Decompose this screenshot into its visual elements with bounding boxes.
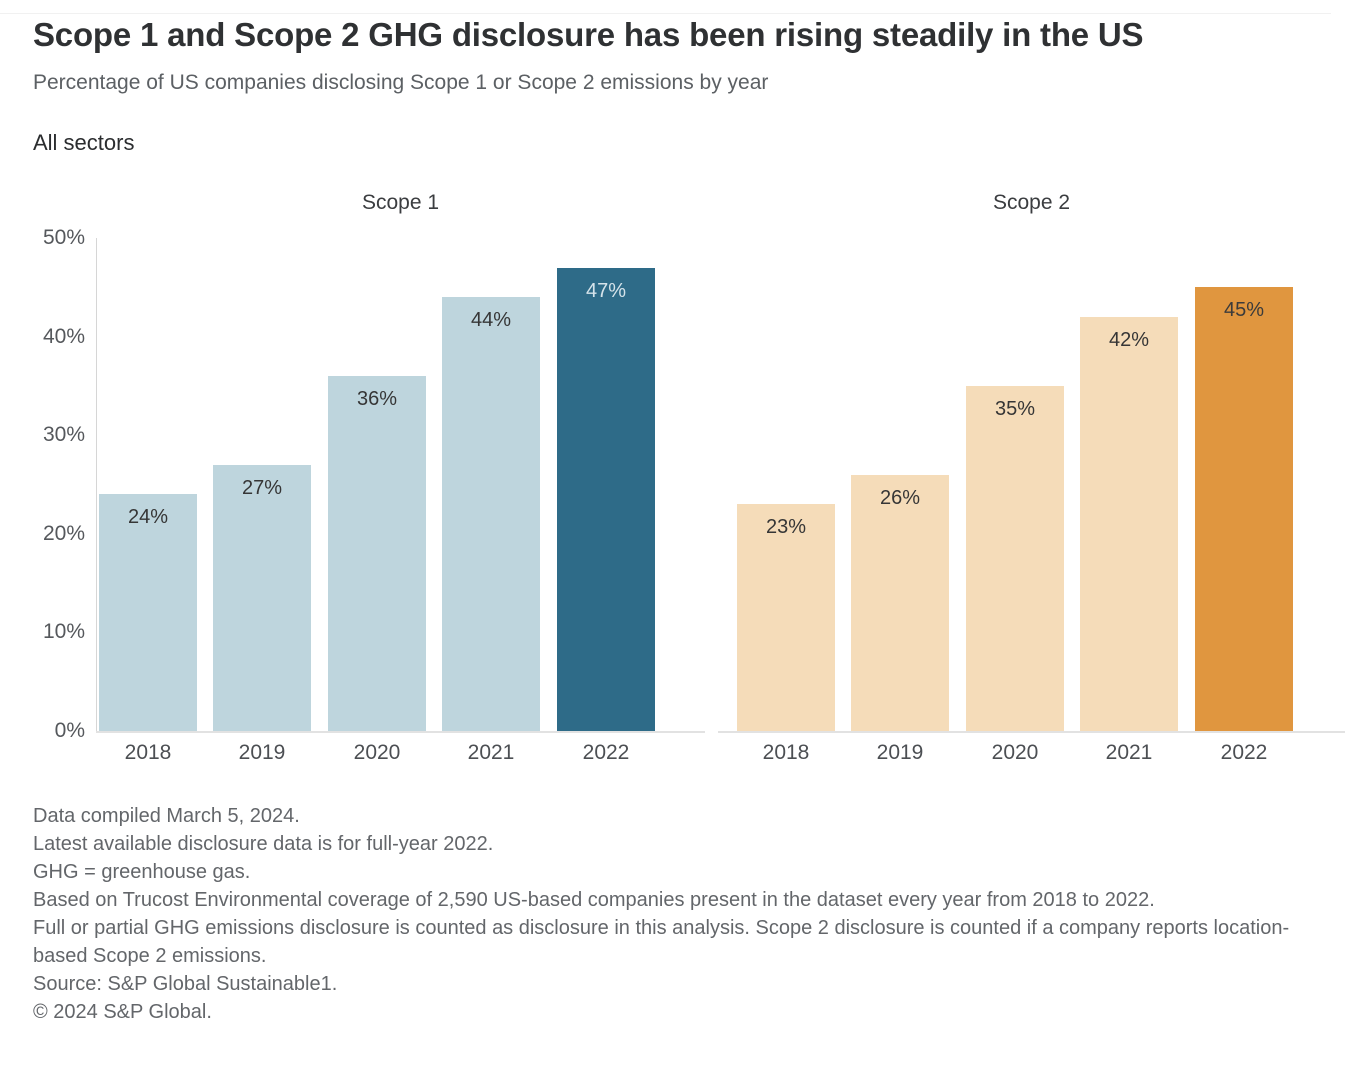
y-tick: 10% [42, 620, 85, 643]
scope1-plot-area: 24% 27% 36% 44% 47% [96, 238, 705, 733]
x-tick: 2018 [124, 741, 172, 764]
bar-value-label: 44% [470, 309, 512, 332]
bar-value-label: 27% [241, 476, 283, 499]
bar-value-label: 42% [1108, 328, 1150, 351]
x-tick: 2019 [238, 741, 286, 764]
bar-value-label: 47% [585, 279, 627, 302]
top-divider [0, 13, 1331, 14]
footnote-line: Data compiled March 5, 2024. [33, 805, 300, 827]
bar-scope2-2019[interactable]: 26% [851, 474, 949, 731]
bar-value-label: 35% [994, 397, 1036, 420]
x-tick: 2021 [467, 741, 515, 764]
bar-scope1-2020[interactable]: 36% [328, 376, 426, 731]
footnote-source-line: Source: S&P Global Sustainable1. [33, 973, 338, 995]
footnote-copyright-line: © 2024 S&P Global. [33, 1001, 212, 1023]
bar-scope1-2022-highlight[interactable]: 47% [557, 267, 655, 731]
scope2-x-axis: 2018 2019 2020 2021 2022 [718, 741, 1345, 769]
bar-value-label: 26% [879, 486, 921, 509]
page-subtitle: Percentage of US companies disclosing Sc… [33, 71, 769, 94]
bar-scope1-2019[interactable]: 27% [213, 464, 311, 731]
bar-scope2-2020[interactable]: 35% [966, 385, 1064, 731]
footnote-line: Full or partial GHG emissions disclosure… [33, 917, 1290, 967]
y-axis-line [96, 238, 97, 731]
page-title: Scope 1 and Scope 2 GHG disclosure has b… [33, 16, 1144, 53]
bar-value-label: 36% [356, 388, 398, 411]
y-tick: 30% [42, 423, 85, 446]
x-tick: 2018 [762, 741, 810, 764]
x-tick: 2019 [876, 741, 924, 764]
x-tick: 2022 [1220, 741, 1268, 764]
y-tick: 0% [54, 719, 85, 742]
y-tick: 40% [42, 325, 85, 348]
sector-filter-label: All sectors [33, 130, 135, 155]
x-tick: 2020 [353, 741, 401, 764]
y-tick: 20% [42, 522, 85, 545]
x-tick: 2021 [1105, 741, 1153, 764]
footnote-line: Based on Trucost Environmental coverage … [33, 889, 1155, 911]
x-tick: 2020 [991, 741, 1039, 764]
scope2-chart-title: Scope 2 [992, 191, 1071, 214]
bar-scope2-2018[interactable]: 23% [737, 504, 835, 731]
bar-value-label: 23% [765, 516, 807, 539]
bar-scope2-2021[interactable]: 42% [1080, 316, 1178, 731]
footnote-line: GHG = greenhouse gas. [33, 861, 251, 883]
bar-scope2-2022-highlight[interactable]: 45% [1195, 287, 1293, 731]
bar-scope1-2018[interactable]: 24% [99, 494, 197, 731]
scope2-plot-area: 23% 26% 35% 42% 45% [718, 238, 1345, 733]
y-tick: 50% [42, 226, 85, 249]
footnotes: Data compiled March 5, 2024. Latest avai… [33, 802, 1343, 1026]
scope1-chart-title: Scope 1 [361, 191, 440, 214]
bar-scope1-2021[interactable]: 44% [442, 297, 540, 731]
bar-value-label: 24% [127, 506, 169, 529]
scope1-x-axis: 2018 2019 2020 2021 2022 [96, 741, 705, 769]
bar-value-label: 45% [1223, 299, 1265, 322]
x-tick: 2022 [582, 741, 630, 764]
footnote-line: Latest available disclosure data is for … [33, 833, 494, 855]
